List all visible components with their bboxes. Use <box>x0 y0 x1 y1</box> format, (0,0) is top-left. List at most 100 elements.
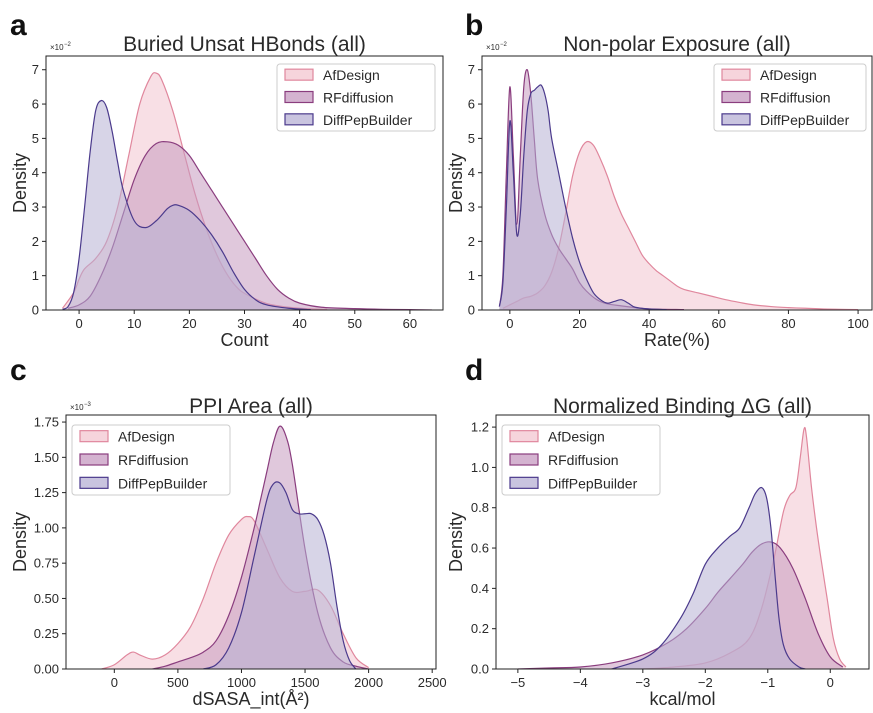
y-tick-label: 1.75 <box>34 415 59 430</box>
panel-a: 0 10 20 30 40 50 60 0 1 2 3 4 5 6 7 ×10 −2 Buried Unsat H… <box>10 9 444 350</box>
panel-c: 0 500 1000 1500 2000 2500 0.00 0.25 0.50 0.75 1.00… <box>10 354 447 710</box>
x-tick-label: 100 <box>847 316 869 331</box>
legend: AfDesign RFdiffusion DiffPepBuilder <box>276 63 436 132</box>
y-axis-label: Density <box>446 153 466 213</box>
panel-b: 0 20 40 60 80 100 0 1 2 3 4 5 6 7 ×10 −2 Non-polar Expos… <box>446 9 873 350</box>
y-tick-label: 0.50 <box>34 591 59 606</box>
legend-swatch <box>721 113 751 126</box>
legend-box <box>71 424 231 496</box>
legend-entry: AfDesign <box>323 67 380 83</box>
y-tick-label: 0.25 <box>34 626 59 641</box>
axis-multiplier: ×10 <box>486 43 500 52</box>
legend-entry: AfDesign <box>760 67 817 83</box>
y-tick-label: 3 <box>468 200 475 215</box>
y-tick-label: 0.8 <box>471 500 489 515</box>
chart-title: Non-polar Exposure (all) <box>563 33 791 56</box>
y-tick-label: 2 <box>32 234 39 249</box>
legend-entry: AfDesign <box>118 429 175 445</box>
legend-box <box>713 63 867 132</box>
legend-swatch <box>284 113 314 126</box>
x-tick-label: 30 <box>237 316 251 331</box>
axes-frame <box>65 414 437 670</box>
x-tick-label: 80 <box>781 316 795 331</box>
plot-area <box>498 68 859 310</box>
legend-box <box>501 424 661 496</box>
x-tick-label: 50 <box>348 316 362 331</box>
y-tick-label: 5 <box>32 131 39 146</box>
y-tick-label: 1.2 <box>471 420 489 435</box>
legend: AfDesign RFdiffusion DiffPepBuilder <box>713 63 867 132</box>
legend: AfDesign RFdiffusion DiffPepBuilder <box>71 424 231 496</box>
panel-letter: a <box>10 9 27 42</box>
axes-frame <box>481 55 873 311</box>
y-tick-label: 1 <box>32 268 39 283</box>
legend-entry: RFdiffusion <box>548 452 619 468</box>
y-axis-label: Density <box>10 153 30 213</box>
legend-entry: DiffPepBuilder <box>118 475 208 491</box>
y-tick-label: 0 <box>32 303 39 318</box>
x-axis-label: dSASA_int(Å²) <box>192 689 309 710</box>
legend-entry: RFdiffusion <box>118 452 189 468</box>
chart-title: Normalized Binding ΔG (all) <box>553 395 812 418</box>
y-tick-label: 0.75 <box>34 556 59 571</box>
legend-swatch <box>509 453 539 466</box>
y-axis-label: Density <box>10 512 30 572</box>
panel-letter: b <box>465 9 483 42</box>
legend-swatch <box>79 453 109 466</box>
chart-title: Buried Unsat HBonds (all) <box>123 33 366 56</box>
x-axis-label: Rate(%) <box>644 330 710 350</box>
x-tick-label: 60 <box>712 316 726 331</box>
y-tick-label: 1.0 <box>471 460 489 475</box>
x-axis-label: Count <box>220 330 268 350</box>
axis-multiplier-exponent: −3 <box>84 402 92 408</box>
axes-frame <box>495 414 870 670</box>
y-tick-label: 4 <box>468 165 475 180</box>
y-tick-label: 3 <box>32 200 39 215</box>
y-tick-label: 0.2 <box>471 621 489 636</box>
y-tick-label: 1.25 <box>34 485 59 500</box>
y-axis-label: Density <box>446 512 466 572</box>
y-tick-label: 0.6 <box>471 541 489 556</box>
x-tick-label: 60 <box>403 316 417 331</box>
x-tick-label: 1000 <box>227 675 256 690</box>
legend-entry: DiffPepBuilder <box>548 475 638 491</box>
x-tick-label: 10 <box>127 316 141 331</box>
plot-area <box>62 72 432 310</box>
x-tick-label: 1500 <box>291 675 320 690</box>
x-tick-label: 0 <box>506 316 513 331</box>
series-line-diffpepbuilder <box>498 84 667 310</box>
legend-entry: DiffPepBuilder <box>323 112 413 128</box>
x-tick-label: 500 <box>167 675 189 690</box>
plot-area <box>517 426 847 669</box>
series-line-diffpepbuilder <box>611 486 806 669</box>
legend-swatch <box>721 68 751 81</box>
y-tick-label: 0.4 <box>471 581 489 596</box>
series-area-diffpepbuilder <box>62 100 311 310</box>
x-tick-label: 0 <box>827 675 834 690</box>
axis-multiplier-exponent: −2 <box>500 42 508 48</box>
y-tick-label: 6 <box>468 97 475 112</box>
y-tick-label: 1 <box>468 268 475 283</box>
y-tick-label: 0.00 <box>34 662 59 677</box>
x-tick-label: 20 <box>572 316 586 331</box>
legend-swatch <box>284 90 314 104</box>
y-tick-label: 7 <box>468 62 475 77</box>
y-tick-label: 7 <box>32 62 39 77</box>
axis-multiplier: ×10 <box>70 403 84 412</box>
y-tick-label: 1.50 <box>34 450 59 465</box>
y-tick-label: 0.0 <box>471 662 489 677</box>
y-tick-label: 5 <box>468 131 475 146</box>
x-tick-label: 2000 <box>354 675 383 690</box>
panel-letter: c <box>10 354 27 387</box>
series-area-afdesign <box>502 141 859 310</box>
axis-multiplier: ×10 <box>50 43 64 52</box>
axis-multiplier-exponent: −2 <box>64 42 72 48</box>
series-area-diffpepbuilder <box>499 84 667 310</box>
series-line-diffpepbuilder <box>203 481 357 669</box>
legend-entry: AfDesign <box>548 429 605 445</box>
y-tick-label: 0 <box>468 303 475 318</box>
series-area-diffpepbuilder <box>611 487 806 669</box>
legend-swatch <box>79 476 109 489</box>
y-tick-label: 4 <box>32 165 39 180</box>
